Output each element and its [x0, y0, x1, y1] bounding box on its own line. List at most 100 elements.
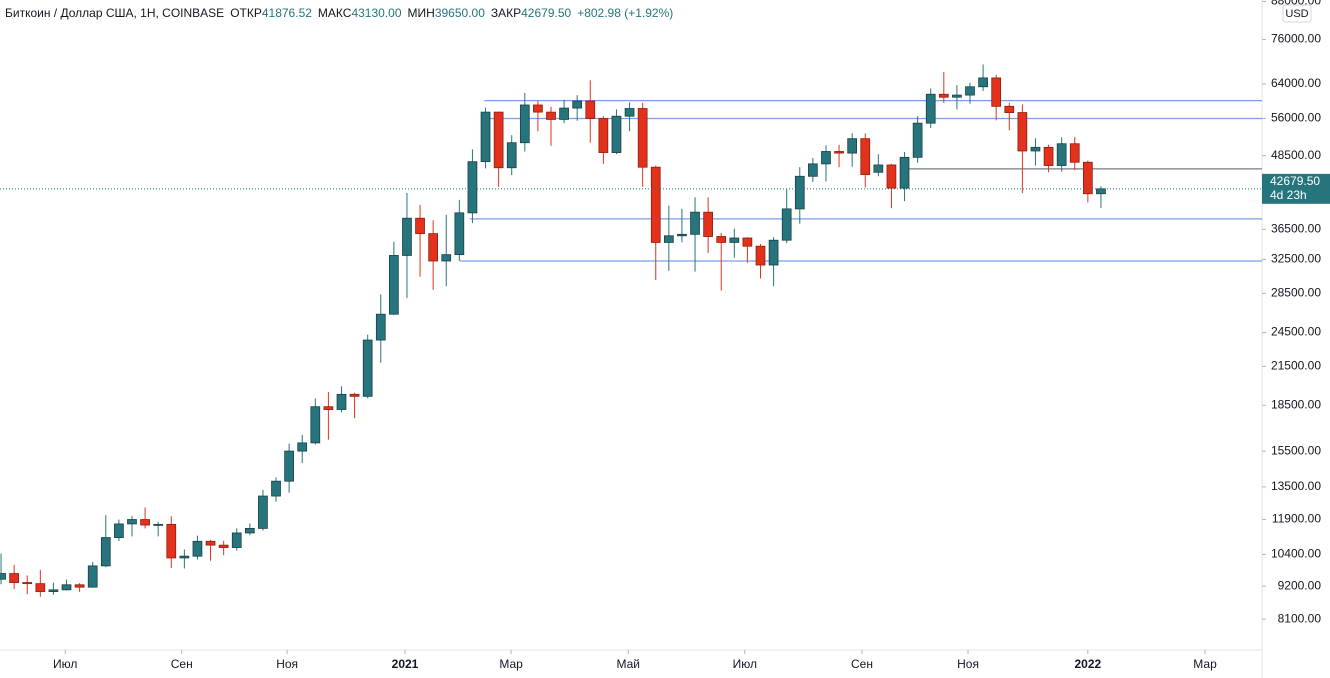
candle-body — [978, 77, 988, 88]
open-value: 41876.52 — [262, 6, 312, 20]
low-value: 39650.00 — [435, 6, 485, 20]
candle-body — [153, 523, 164, 526]
candle-body — [323, 406, 334, 410]
x-tick-label: Ноя — [957, 657, 979, 671]
x-tick-label: Май — [616, 657, 640, 671]
candle-body — [127, 519, 137, 525]
candle-body — [1030, 146, 1041, 152]
x-tick-label: Ноя — [276, 657, 298, 671]
candle-body — [179, 555, 190, 559]
candle-body — [493, 111, 504, 169]
candle-body — [912, 122, 923, 158]
candle-body — [755, 245, 766, 266]
y-tick-label: 8100.00 — [1278, 611, 1322, 625]
candle-body — [9, 573, 19, 583]
y-tick-label: 64000.00 — [1271, 76, 1321, 90]
symbol: Биткоин / Доллар США, 1Н, COINBASE — [5, 6, 224, 20]
candle-body — [742, 237, 753, 247]
candle-body — [1017, 112, 1028, 152]
candle-body — [899, 156, 910, 189]
candle-body — [1056, 143, 1067, 166]
candle-body — [624, 108, 635, 117]
candle-body — [925, 93, 936, 124]
candle-body — [952, 94, 962, 98]
candle-body — [768, 239, 779, 266]
x-tick-label: Сен — [171, 657, 193, 671]
candle-body — [781, 208, 792, 241]
candle-body — [938, 93, 949, 98]
y-tick-label: 13500.00 — [1271, 479, 1321, 493]
y-tick-label: 48500.00 — [1271, 148, 1321, 162]
candle-body — [559, 107, 569, 120]
currency[interactable]: USD — [1285, 8, 1308, 20]
candle-body — [415, 217, 425, 235]
candle-body — [205, 540, 216, 546]
candle-body — [703, 211, 713, 237]
y-tick-label: 18500.00 — [1271, 397, 1321, 411]
candle-body — [1043, 146, 1054, 166]
candle-body — [271, 480, 281, 497]
y-tick-label: 88000.00 — [1271, 0, 1321, 8]
candle-body — [428, 233, 439, 262]
candle-body — [834, 151, 844, 154]
plot-area — [0, 64, 1262, 597]
candle-body — [258, 495, 268, 529]
candle-body — [1082, 161, 1093, 195]
candle-body — [808, 163, 818, 177]
high-value: 43130.00 — [351, 6, 401, 20]
open-label: ОТКР — [230, 6, 262, 20]
change-value: +802.98 (+1.92%) — [577, 6, 673, 20]
y-tick-label: 56000.00 — [1271, 111, 1321, 125]
candle-body — [231, 532, 242, 548]
candle-body — [48, 589, 59, 592]
candle-body — [519, 104, 530, 144]
candle-body — [847, 138, 858, 154]
close-label: ЗАКР — [491, 6, 521, 20]
candle-body — [375, 313, 386, 341]
candle-body — [87, 565, 98, 588]
candle-body — [61, 584, 72, 591]
candle-body — [821, 151, 831, 165]
y-tick-label: 15500.00 — [1271, 443, 1321, 457]
candle-body — [192, 540, 203, 557]
y-tick-label: 28500.00 — [1271, 286, 1321, 300]
y-tick-label: 9200.00 — [1278, 578, 1322, 592]
candle-body — [389, 255, 399, 315]
candle-body — [716, 236, 727, 243]
candle-body — [637, 108, 648, 168]
candle-body — [336, 393, 347, 410]
candle-body — [1096, 188, 1106, 195]
countdown: 4d 23h — [1270, 188, 1307, 202]
y-tick-label: 24500.00 — [1271, 325, 1321, 339]
candle-body — [572, 100, 583, 109]
candle-body — [244, 527, 255, 534]
candle-body — [100, 537, 111, 567]
x-tick-label: Сен — [851, 657, 873, 671]
candle-body — [533, 104, 543, 113]
y-tick-label: 32500.00 — [1271, 252, 1321, 266]
candle-body — [454, 212, 465, 256]
candle-body — [1069, 143, 1080, 163]
x-tick-label: 2022 — [1074, 657, 1101, 671]
last-price-box — [1262, 173, 1330, 204]
candle-body — [480, 111, 491, 163]
candle-body — [22, 582, 33, 585]
candle-body — [297, 442, 308, 452]
candle-body — [611, 115, 622, 153]
candle-body — [663, 235, 674, 243]
currency-box[interactable] — [1282, 4, 1312, 23]
high-label: МАКС — [318, 6, 352, 20]
candle-body — [585, 100, 596, 119]
candle-body — [991, 77, 1002, 107]
candle-body — [218, 544, 229, 548]
candle-body — [140, 519, 150, 526]
candle-body — [166, 523, 177, 559]
x-tick-label: 2021 — [392, 657, 419, 671]
close-value: 42679.50 — [521, 6, 571, 20]
candle-body — [677, 233, 687, 237]
candle-body — [506, 142, 517, 169]
candle-body — [1004, 105, 1015, 113]
candle-body — [74, 584, 85, 588]
candle-body — [794, 175, 805, 210]
